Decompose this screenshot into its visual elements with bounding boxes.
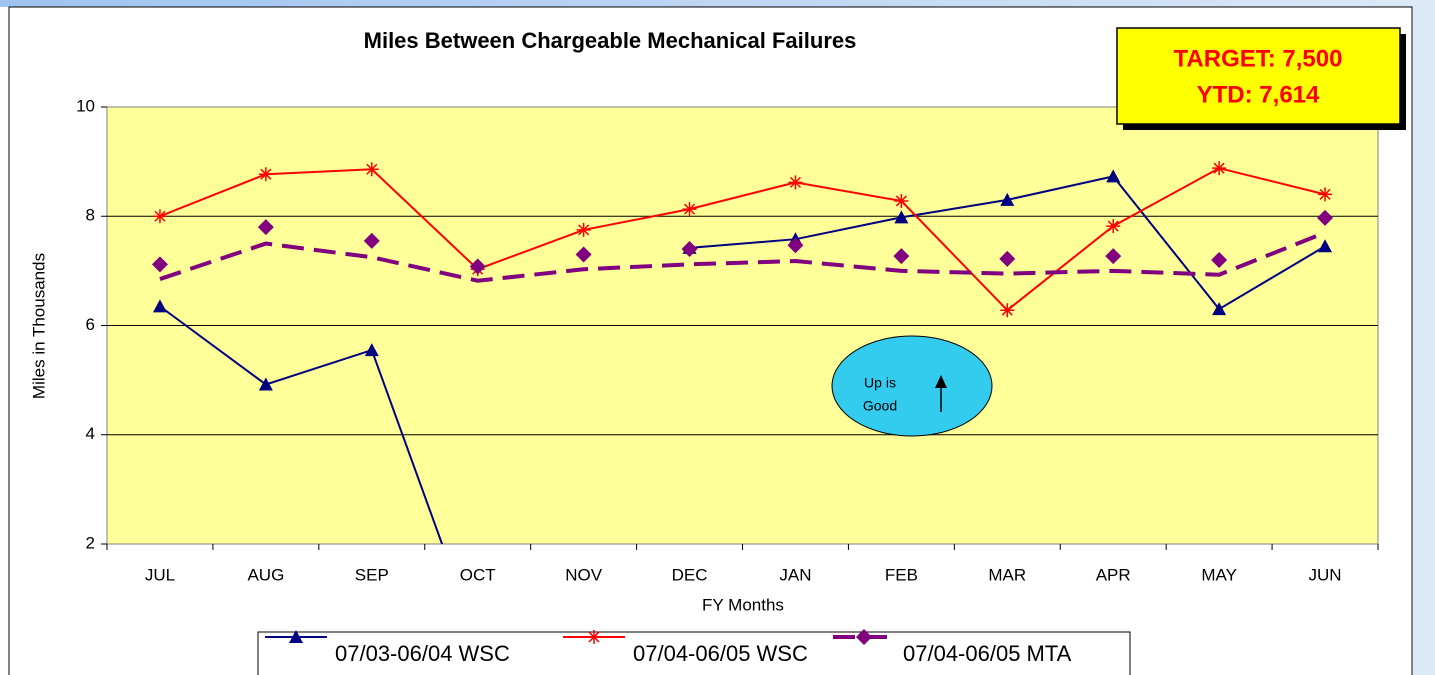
plot: 2 4 6 8 10 JUL AUG SEP OCT NOV DEC JAN FEB MAR APR MAY J… xyxy=(76,96,1379,584)
y-axis-label: Miles in Thousands xyxy=(29,253,48,399)
point-marker xyxy=(151,256,168,273)
point-marker xyxy=(1106,169,1121,183)
x-tick-label: FEB xyxy=(885,565,918,584)
point-marker xyxy=(258,377,273,391)
x-tick-label: AUG xyxy=(247,565,284,584)
chart-title: Miles Between Chargeable Mechanical Fail… xyxy=(364,28,857,53)
point-marker xyxy=(1105,248,1122,265)
note-text: Up is xyxy=(864,375,896,391)
point-marker xyxy=(257,219,274,236)
point-marker xyxy=(152,299,167,313)
point-marker xyxy=(1318,187,1333,202)
point-marker xyxy=(1212,161,1227,176)
y-tick-label: 6 xyxy=(86,315,95,334)
y-tick-label: 4 xyxy=(86,424,95,443)
legend-marker xyxy=(587,630,601,644)
legend-label: 07/04-06/05 MTA xyxy=(903,641,1072,666)
x-tick-label: JAN xyxy=(779,565,811,584)
point-marker xyxy=(258,167,273,182)
note-ellipse xyxy=(831,335,993,437)
x-tick-label: SEP xyxy=(355,565,389,584)
y-tick-label: 10 xyxy=(76,96,95,115)
series-line xyxy=(159,167,1326,312)
point-marker xyxy=(894,193,909,208)
x-tick-label: DEC xyxy=(672,565,708,584)
point-marker xyxy=(894,210,909,224)
point-marker xyxy=(788,175,803,190)
point-marker xyxy=(1318,239,1333,253)
target-box xyxy=(1116,27,1401,125)
ytd-text: YTD: 7,614 xyxy=(1197,81,1320,108)
point-marker xyxy=(1000,303,1015,318)
point-marker xyxy=(363,232,380,249)
point-marker xyxy=(681,241,698,258)
x-axis-label: FY Months xyxy=(702,595,784,614)
x-tick-label: NOV xyxy=(565,565,603,584)
point-marker xyxy=(469,258,486,275)
point-marker xyxy=(1106,219,1121,234)
point-marker xyxy=(576,222,591,237)
point-marker xyxy=(1212,302,1227,316)
point-marker xyxy=(152,209,167,224)
x-tick-label: MAR xyxy=(988,565,1026,584)
legend-marker xyxy=(289,630,303,643)
point-marker xyxy=(893,248,910,265)
x-tick-label: OCT xyxy=(460,565,496,584)
x-tick-label: JUL xyxy=(145,565,175,584)
point-marker xyxy=(682,202,697,217)
legend-marker xyxy=(856,629,872,645)
point-marker xyxy=(999,250,1016,267)
legend-label: 07/04-06/05 WSC xyxy=(633,641,808,666)
x-tick-label: JUN xyxy=(1309,565,1342,584)
point-marker xyxy=(1317,209,1334,226)
x-tick-label: APR xyxy=(1096,565,1131,584)
x-tick-label: MAY xyxy=(1201,565,1237,584)
legend-items: 07/03-06/04 WSC 07/04-06/05 WSC 07/04-06/0… xyxy=(265,629,1072,666)
y-tick-label: 8 xyxy=(86,206,95,225)
target-text: TARGET: 7,500 xyxy=(1174,45,1343,72)
point-marker xyxy=(1000,192,1015,206)
point-marker xyxy=(787,237,804,254)
top-strip xyxy=(0,0,1435,7)
note-arrow-head xyxy=(935,375,947,388)
side-strip xyxy=(1413,0,1435,675)
plot-clip xyxy=(151,161,1334,544)
point-marker xyxy=(575,246,592,263)
legend xyxy=(257,631,1131,675)
trend-line xyxy=(159,230,1326,283)
point-marker xyxy=(364,343,379,357)
legend-label: 07/03-06/04 WSC xyxy=(335,641,510,666)
point-marker xyxy=(1211,251,1228,268)
point-marker xyxy=(364,162,379,177)
note-text: Good xyxy=(863,398,897,414)
y-tick-label: 2 xyxy=(86,533,95,552)
